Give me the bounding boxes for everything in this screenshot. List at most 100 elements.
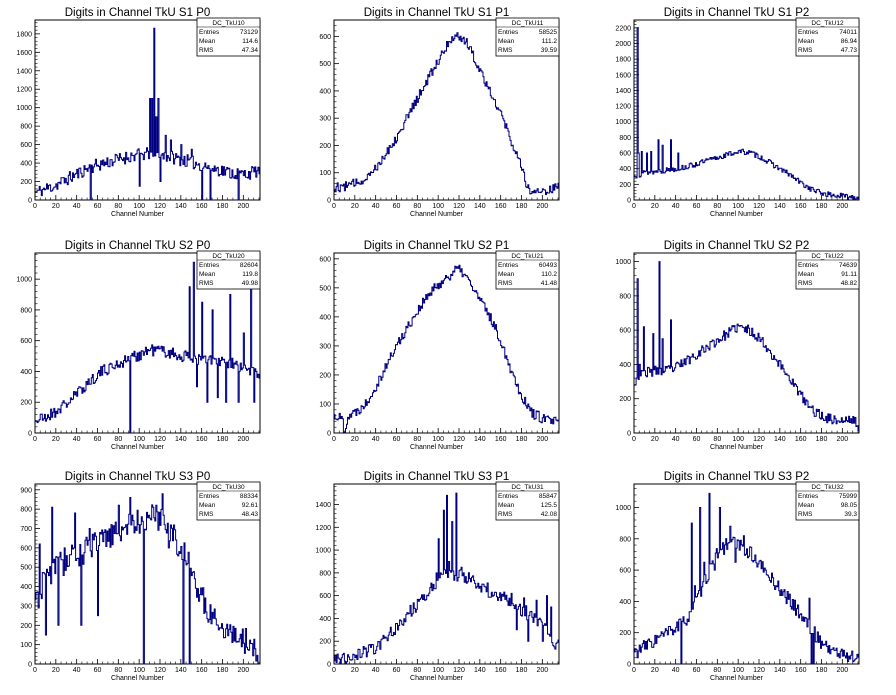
y-tick-label: 0	[327, 662, 331, 669]
x-tick-label: 100	[133, 667, 145, 674]
x-tick-label: 100	[432, 203, 444, 210]
x-tick-label: 20	[651, 203, 659, 210]
stats-label-entries: Entries	[798, 29, 819, 36]
plot-frame	[34, 19, 261, 201]
y-tick-label: 400	[20, 161, 32, 168]
histogram-line	[35, 493, 260, 665]
stats-label-mean: Mean	[798, 38, 815, 45]
histogram-panel: Digits in Channel TkU S2 P00200400600800…	[16, 240, 261, 451]
stats-label-mean: Mean	[498, 271, 515, 278]
plot-frame	[333, 483, 560, 665]
y-tick-label: 100	[319, 170, 331, 177]
y-tick-label: 800	[319, 570, 331, 577]
x-tick-label: 0	[332, 203, 336, 210]
stats-label-entries: Entries	[199, 29, 220, 36]
x-tick-label: 80	[114, 667, 122, 674]
y-tick-label: 400	[319, 616, 331, 623]
y-tick-label: 0	[28, 198, 32, 205]
y-tick-label: 600	[20, 142, 32, 149]
stats-label-rms: RMS	[798, 280, 813, 287]
y-tick-label: 200	[20, 400, 32, 407]
stats-value-entries: 74011	[839, 29, 857, 36]
y-tick-label: 800	[20, 124, 32, 131]
y-tick-label: 0	[28, 662, 32, 669]
x-tick-label: 140	[774, 203, 786, 210]
stats-box: DC_TkU10 Entries 73129 Mean 114.6 RMS 47.34	[196, 17, 261, 57]
stats-label-mean: Mean	[199, 502, 216, 509]
x-tick-label: 60	[693, 667, 701, 674]
x-tick-label: 80	[713, 667, 721, 674]
y-tick-label: 100	[20, 642, 32, 649]
x-tick-label: 0	[33, 436, 37, 443]
plot-title: Digits in Channel TkU S1 P2	[664, 7, 810, 19]
x-tick-label: 80	[413, 436, 421, 443]
stats-value-mean: 111.2	[542, 38, 558, 45]
y-tick-label: 800	[20, 507, 32, 514]
x-tick-label: 40	[73, 667, 81, 674]
x-tick-label: 200	[836, 436, 848, 443]
x-tick-label: 160	[196, 203, 208, 210]
histogram-line	[634, 27, 859, 201]
x-tick-label: 0	[632, 436, 636, 443]
y-tick-label: 400	[619, 166, 631, 173]
histogram-panel: Digits in Channel TkU S2 P10100200300400…	[319, 240, 560, 451]
x-tick-label: 180	[816, 667, 828, 674]
x-tick-label: 200	[536, 436, 548, 443]
stats-value-entries: 85847	[539, 493, 557, 500]
stats-name: DC_TkU21	[511, 253, 544, 260]
x-tick-label: 200	[536, 203, 548, 210]
plot-title: Digits in Channel TkU S3 P2	[664, 471, 810, 483]
x-tick-label: 60	[693, 436, 701, 443]
plot-frame	[333, 252, 560, 434]
y-tick-label: 0	[327, 431, 331, 438]
histogram-panel: Digits in Channel TkU S1 P10100200300400…	[319, 7, 560, 218]
y-tick-label: 500	[20, 565, 32, 572]
plot-title: Digits in Channel TkU S2 P2	[664, 240, 810, 252]
histogram-line	[334, 492, 559, 665]
x-axis-label: Channel Number	[111, 211, 165, 218]
stats-value-rms: 48.43	[242, 511, 259, 518]
stats-name: DC_TkU30	[212, 484, 245, 491]
x-tick-label: 200	[836, 203, 848, 210]
x-tick-label: 120	[453, 667, 465, 674]
plot-frame	[333, 19, 560, 201]
x-tick-label: 40	[672, 436, 680, 443]
stats-name: DC_TkU22	[811, 253, 844, 260]
x-tick-label: 120	[154, 203, 166, 210]
y-tick-label: 400	[319, 314, 331, 321]
x-tick-label: 40	[672, 203, 680, 210]
stats-label-rms: RMS	[199, 47, 214, 54]
x-tick-label: 120	[154, 436, 166, 443]
x-tick-label: 80	[713, 203, 721, 210]
x-axis-label: Channel Number	[410, 675, 464, 682]
y-tick-label: 200	[619, 396, 631, 403]
x-tick-label: 180	[816, 203, 828, 210]
x-tick-label: 60	[94, 667, 102, 674]
x-tick-label: 40	[372, 436, 380, 443]
x-tick-label: 160	[495, 436, 507, 443]
y-tick-label: 1000	[16, 277, 32, 284]
y-tick-label: 0	[627, 198, 631, 205]
stats-label-rms: RMS	[498, 280, 513, 287]
x-tick-label: 20	[52, 436, 60, 443]
x-tick-label: 120	[753, 667, 765, 674]
y-tick-label: 600	[20, 338, 32, 345]
y-tick-label: 1200	[615, 104, 631, 111]
stats-value-entries: 75999	[839, 493, 857, 500]
plot-title: Digits in Channel TkU S1 P0	[65, 7, 211, 19]
x-axis-label: Channel Number	[710, 675, 764, 682]
y-tick-label: 1400	[315, 502, 331, 509]
stats-label-rms: RMS	[498, 511, 513, 518]
x-tick-label: 140	[175, 667, 187, 674]
x-tick-label: 180	[217, 203, 229, 210]
plot-title: Digits in Channel TkU S3 P1	[364, 471, 510, 483]
stats-name: DC_TkU11	[512, 20, 544, 27]
y-tick-label: 1000	[315, 548, 331, 555]
y-tick-label: 1400	[16, 68, 32, 75]
x-tick-label: 160	[495, 667, 507, 674]
x-tick-label: 180	[816, 436, 828, 443]
stats-label-entries: Entries	[798, 493, 819, 500]
x-tick-label: 140	[175, 203, 187, 210]
x-tick-label: 40	[372, 667, 380, 674]
